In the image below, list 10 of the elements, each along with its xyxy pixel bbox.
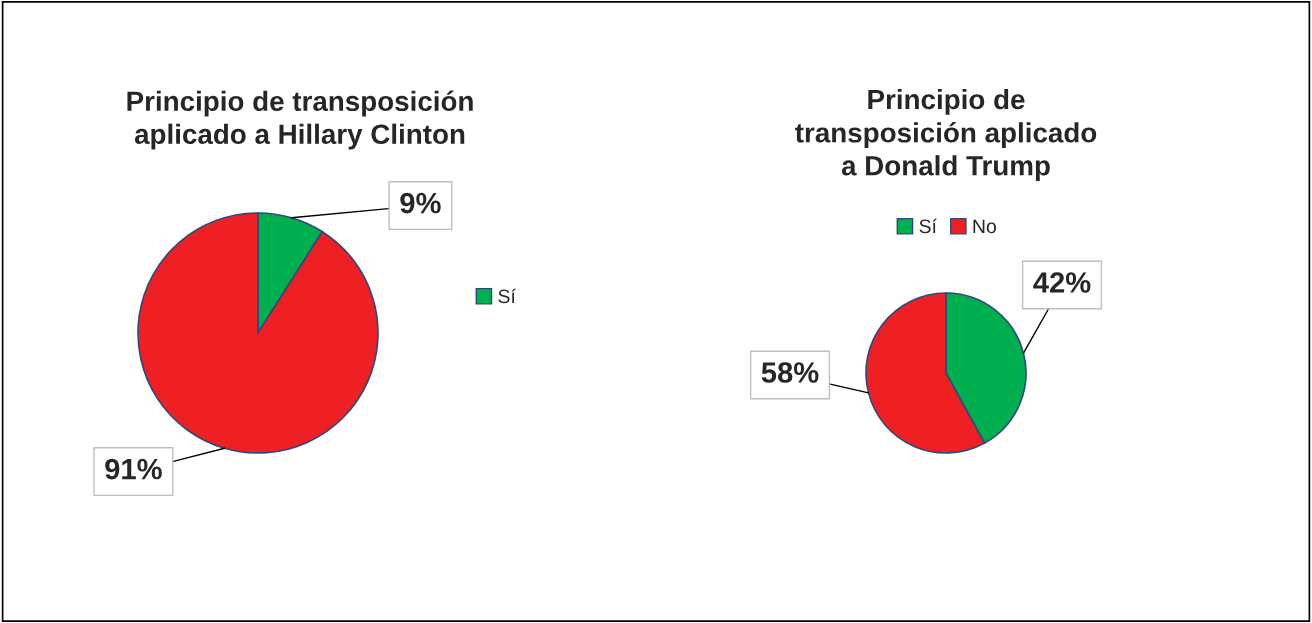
data-label: 58% — [761, 362, 819, 383]
legend-label: Sí — [498, 288, 516, 304]
chart-title: Principio de transposición aplicado a Donald Trump — [795, 88, 1097, 182]
data-label: 91% — [105, 458, 162, 480]
pie-slice — [137, 212, 379, 454]
legend-label: No — [973, 219, 996, 234]
data-label: 9% — [400, 192, 441, 214]
legend-label: Sí — [919, 218, 937, 234]
data-label: 42% — [1033, 272, 1091, 293]
chart-title: Principio de transposición aplicado a Hillary Clinton — [127, 90, 473, 150]
